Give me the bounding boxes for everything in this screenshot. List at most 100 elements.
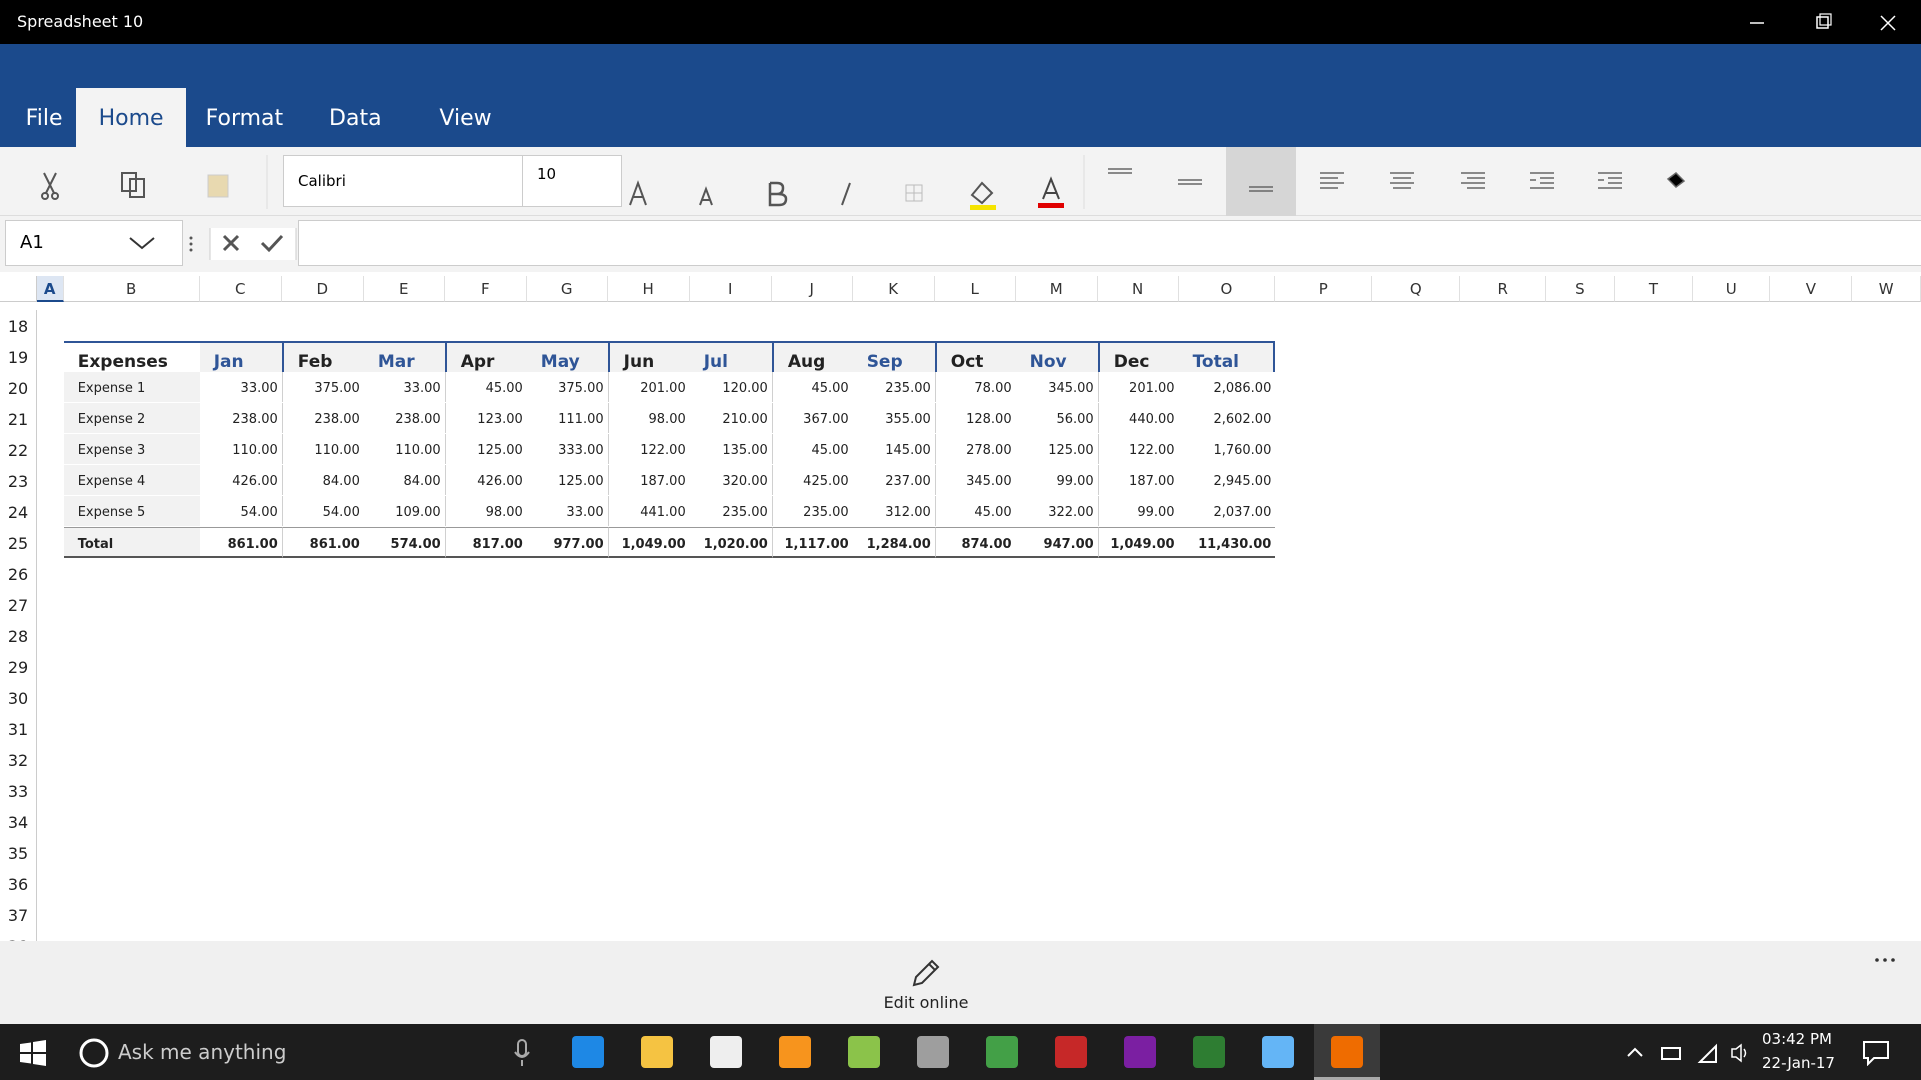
table-cell[interactable]: 238.00 [281, 403, 364, 433]
table-header-cell[interactable]: Aug [771, 341, 853, 372]
edge-icon[interactable] [572, 1036, 604, 1068]
column-header[interactable]: O [1178, 276, 1276, 302]
table-cell[interactable]: 123.00 [444, 403, 527, 433]
column-header[interactable]: J [771, 276, 853, 302]
row-header[interactable]: 31 [0, 713, 37, 744]
table-cell[interactable]: 33.00 [240, 381, 278, 396]
table-header-cell[interactable]: May [526, 341, 608, 372]
table-cell[interactable]: Expense 2 [63, 403, 200, 433]
total-cell[interactable]: 1,117.00 [771, 527, 853, 558]
table-cell[interactable]: 375.00 [558, 381, 604, 396]
table-cell[interactable]: 2,602.00 [1213, 412, 1272, 427]
table-cell[interactable]: 45.00 [934, 496, 1016, 526]
ribbon-tab[interactable]: Data [329, 106, 382, 131]
column-header[interactable]: N [1097, 276, 1179, 302]
table-cell[interactable]: 125.00 [558, 474, 604, 489]
app-icon[interactable] [1055, 1036, 1087, 1068]
app-icon[interactable] [986, 1036, 1018, 1068]
table-header-cell[interactable]: Jul [689, 341, 772, 372]
ribbon-tab[interactable]: Format [205, 106, 284, 131]
column-header[interactable]: S [1546, 276, 1615, 302]
table-cell[interactable]: 33.00 [403, 381, 441, 396]
table-cell[interactable]: 333.00 [558, 443, 604, 458]
table-cell[interactable]: 122.00 [607, 434, 690, 464]
total-cell[interactable]: 574.00 [363, 527, 445, 558]
table-header-cell[interactable]: Apr [444, 341, 527, 372]
table-cell[interactable]: 238.00 [395, 412, 441, 427]
table-cell[interactable]: 187.00 [607, 465, 690, 495]
column-header[interactable]: U [1693, 276, 1771, 302]
total-cell[interactable]: 861.00 [199, 527, 282, 558]
table-cell[interactable]: 109.00 [395, 505, 441, 520]
notifications[interactable] [1862, 1040, 1890, 1066]
column-header[interactable]: R [1460, 276, 1547, 302]
table-cell[interactable]: 238.00 [232, 412, 278, 427]
table-cell[interactable]: 2,086.00 [1213, 381, 1272, 396]
table-cell[interactable]: 128.00 [934, 403, 1016, 433]
row-header[interactable]: 24 [0, 496, 37, 527]
total-cell[interactable]: Total [63, 527, 200, 558]
row-header[interactable]: 28 [0, 620, 37, 651]
row-header[interactable]: 34 [0, 806, 37, 837]
edit-icon[interactable] [910, 957, 942, 989]
table-cell[interactable]: Expense 5 [63, 496, 200, 526]
table-cell[interactable]: 110.00 [232, 443, 278, 458]
row-header[interactable]: 37 [0, 899, 37, 930]
table-cell[interactable]: 120.00 [722, 381, 768, 396]
table-cell[interactable]: 110.00 [281, 434, 364, 464]
table-cell[interactable]: 98.00 [607, 403, 690, 433]
cortana-icon[interactable] [78, 1037, 110, 1069]
table-cell[interactable]: 45.00 [771, 372, 853, 402]
table-cell[interactable]: 135.00 [722, 443, 768, 458]
table-cell[interactable]: Expense 4 [63, 465, 200, 495]
column-header[interactable]: P [1275, 276, 1373, 302]
column-header[interactable]: V [1770, 276, 1853, 302]
table-header-cell[interactable]: Oct [934, 341, 1016, 372]
table-cell[interactable]: 84.00 [403, 474, 441, 489]
cell-reference[interactable]: A1 [5, 220, 183, 266]
row-header[interactable]: 29 [0, 651, 37, 682]
table-cell[interactable]: 78.00 [934, 372, 1016, 402]
column-header[interactable]: H [607, 276, 690, 302]
table-cell[interactable]: 441.00 [607, 496, 690, 526]
table-cell[interactable]: 367.00 [771, 403, 853, 433]
table-cell[interactable]: 235.00 [722, 505, 768, 520]
app-icon[interactable] [917, 1036, 949, 1068]
column-header[interactable]: F [444, 276, 527, 302]
row-header[interactable]: 26 [0, 558, 37, 589]
row-header[interactable]: 36 [0, 868, 37, 899]
table-cell[interactable]: 54.00 [281, 496, 364, 526]
table-cell[interactable]: 425.00 [771, 465, 853, 495]
table-cell[interactable]: 111.00 [558, 412, 604, 427]
table-cell[interactable]: 125.00 [1048, 443, 1094, 458]
row-header[interactable]: 18 [0, 310, 37, 341]
table-cell[interactable]: 1,760.00 [1213, 443, 1272, 458]
table-header-cell[interactable]: Jan [199, 341, 282, 372]
row-header[interactable]: 22 [0, 434, 37, 465]
start-button[interactable] [20, 1040, 46, 1066]
app-icon[interactable] [779, 1036, 811, 1068]
total-cell[interactable]: 977.00 [526, 527, 608, 558]
table-cell[interactable]: 235.00 [771, 496, 853, 526]
table-cell[interactable]: 345.00 [1048, 381, 1094, 396]
table-cell[interactable]: 201.00 [607, 372, 690, 402]
table-cell[interactable]: 2,037.00 [1213, 505, 1272, 520]
active-app[interactable] [1314, 1024, 1380, 1080]
table-header-cell[interactable]: Feb [281, 341, 364, 372]
table-header-cell[interactable]: Jun [607, 341, 690, 372]
table-cell[interactable]: 210.00 [722, 412, 768, 427]
column-header[interactable]: T [1614, 276, 1694, 302]
table-cell[interactable]: 145.00 [885, 443, 931, 458]
row-header[interactable]: 23 [0, 465, 37, 496]
mic-icon[interactable] [512, 1038, 532, 1068]
table-cell[interactable]: 322.00 [1048, 505, 1094, 520]
search-box[interactable]: Ask me anything [118, 1040, 287, 1064]
table-header-cell[interactable]: Sep [852, 341, 935, 372]
row-header[interactable]: 35 [0, 837, 37, 868]
column-header[interactable]: K [852, 276, 935, 302]
table-cell[interactable]: 345.00 [934, 465, 1016, 495]
table-cell[interactable]: 45.00 [444, 372, 527, 402]
table-cell[interactable]: 98.00 [444, 496, 527, 526]
app-icon[interactable] [848, 1036, 880, 1068]
table-cell[interactable]: 54.00 [240, 505, 278, 520]
